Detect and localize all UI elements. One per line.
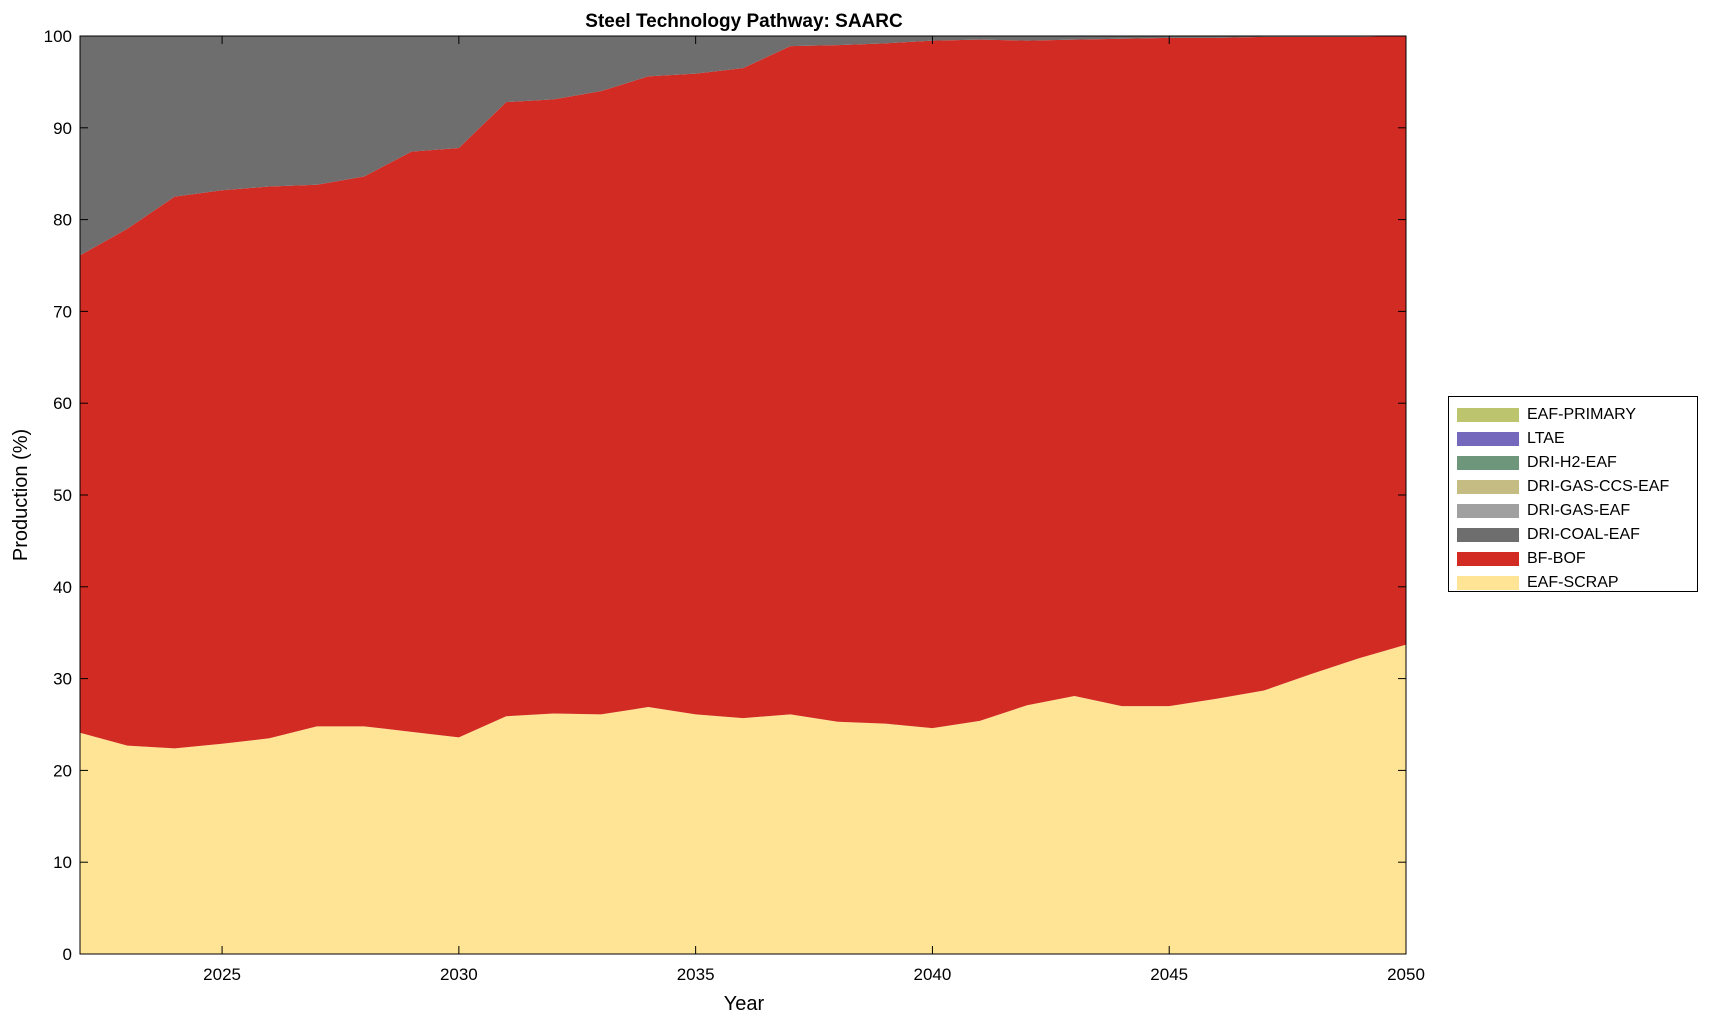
y-tick-label: 50	[53, 486, 72, 505]
legend-item-eaf-primary: EAF-PRIMARY	[1457, 403, 1697, 427]
legend-swatch	[1457, 576, 1519, 590]
y-tick-label: 10	[53, 853, 72, 872]
x-tick-label: 2025	[203, 965, 241, 984]
y-axis-label: Production (%)	[10, 429, 32, 561]
legend-label: DRI-GAS-EAF	[1527, 502, 1631, 519]
legend-item-dri-gas-ccs-eaf: DRI-GAS-CCS-EAF	[1457, 475, 1697, 499]
y-tick-label: 70	[53, 302, 72, 321]
legend-label: LTAE	[1527, 430, 1565, 447]
legend-label: EAF-PRIMARY	[1527, 406, 1637, 423]
legend: EAF-PRIMARY LTAE DRI-H2-EAF DRI-GAS-CCS-EAF…	[1448, 396, 1698, 592]
legend-swatch	[1457, 552, 1519, 566]
area-series-group	[80, 36, 1406, 954]
legend-label: DRI-GAS-CCS-EAF	[1527, 478, 1670, 495]
legend-item-dri-gas-eaf: DRI-GAS-EAF	[1457, 499, 1697, 523]
legend-swatch	[1457, 504, 1519, 518]
legend-label: DRI-COAL-EAF	[1527, 526, 1640, 543]
legend-swatch	[1457, 480, 1519, 494]
legend-item-ltae: LTAE	[1457, 427, 1697, 451]
y-axis: 0 10 20 30 40 50 60 70 80 90 100	[44, 27, 1406, 964]
y-tick-label: 100	[44, 27, 72, 46]
area-eaf-scrap	[80, 644, 1406, 954]
area-dri-coal-eaf	[80, 36, 1406, 256]
legend-item-bf-bof: BF-BOF	[1457, 547, 1697, 571]
legend-swatch	[1457, 528, 1519, 542]
x-tick-label: 2040	[914, 965, 952, 984]
area-bf-bof	[80, 36, 1406, 749]
legend-item-dri-h2-eaf: DRI-H2-EAF	[1457, 451, 1697, 475]
y-tick-label: 20	[53, 761, 72, 780]
legend-label: BF-BOF	[1527, 550, 1586, 567]
y-tick-label: 0	[63, 945, 72, 964]
y-tick-label: 60	[53, 394, 72, 413]
legend-swatch	[1457, 408, 1519, 422]
legend-label: DRI-H2-EAF	[1527, 454, 1617, 471]
legend-swatch	[1457, 432, 1519, 446]
y-tick-label: 40	[53, 578, 72, 597]
x-axis: 2025 2030 2035 2040 2045 2050	[203, 36, 1425, 984]
legend-item-eaf-scrap: EAF-SCRAP	[1457, 571, 1697, 595]
legend-swatch	[1457, 456, 1519, 470]
y-tick-label: 30	[53, 670, 72, 689]
legend-label: EAF-SCRAP	[1527, 574, 1619, 591]
x-axis-label: Year	[724, 993, 765, 1015]
y-tick-label: 90	[53, 119, 72, 138]
x-tick-label: 2050	[1387, 965, 1425, 984]
x-tick-label: 2035	[677, 965, 715, 984]
legend-item-dri-coal-eaf: DRI-COAL-EAF	[1457, 523, 1697, 547]
x-tick-label: 2045	[1150, 965, 1188, 984]
x-tick-label: 2030	[440, 965, 478, 984]
chart-title: Steel Technology Pathway: SAARC	[585, 11, 903, 32]
y-tick-label: 80	[53, 211, 72, 230]
